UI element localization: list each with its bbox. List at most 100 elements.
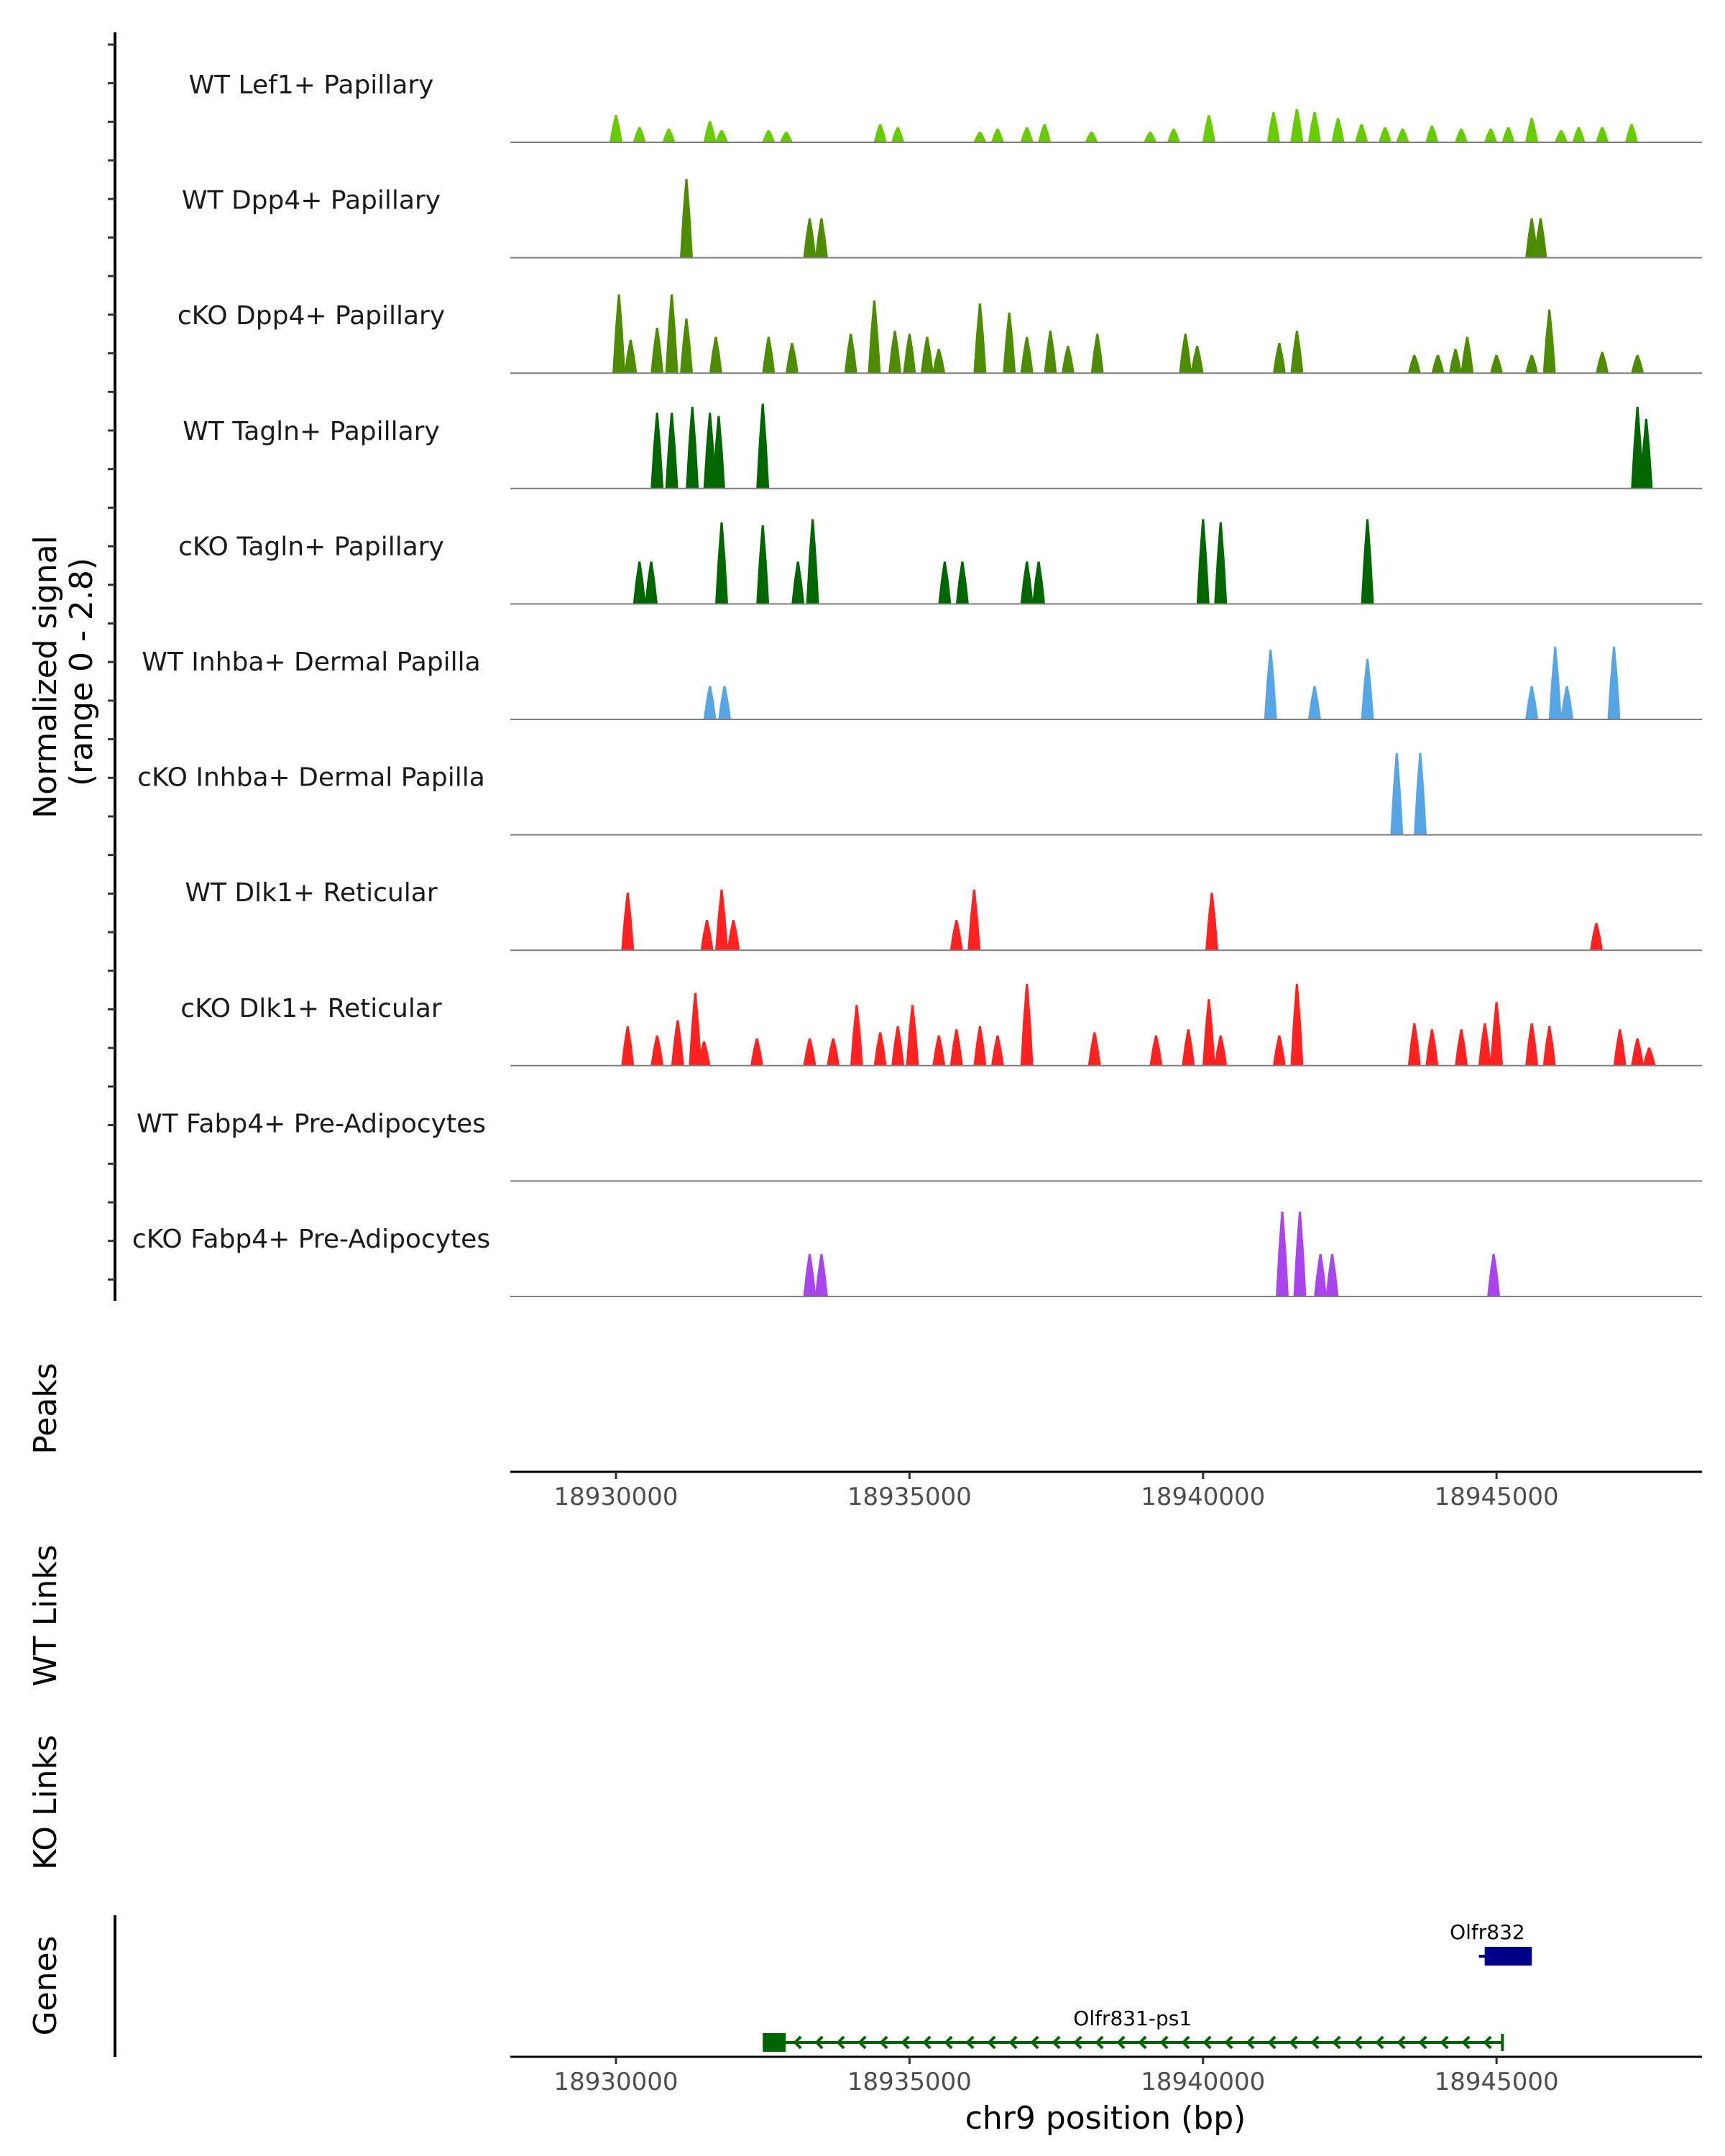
coverage-peak	[1596, 351, 1609, 374]
coverage-peak	[1407, 1023, 1421, 1066]
ko-links-panel-label: KO Links	[27, 1735, 64, 1870]
coverage-peak	[1390, 752, 1404, 835]
coverage-peak	[1202, 999, 1215, 1066]
track-cko-tagln-papillary: cKO Tagln+ Papillary	[178, 519, 1702, 605]
coverage-peak	[756, 525, 770, 604]
coverage-peak	[1379, 126, 1392, 142]
track-wt-tagln-papillary: WT Tagln+ Papillary	[183, 403, 1702, 489]
track-wt-lef1-papillary: WT Lef1+ Papillary	[189, 70, 1702, 143]
strand-arrow	[1418, 2035, 1427, 2050]
coverage-peak	[1631, 407, 1644, 489]
coverage-peak	[703, 686, 717, 719]
coverage-peak	[715, 889, 728, 951]
peaks-x-tick-label: 18935000	[847, 1483, 972, 1511]
peaks-x-tick-label: 18940000	[1141, 1483, 1265, 1511]
coverage-peak	[1205, 893, 1218, 951]
coverage-peak	[1639, 418, 1653, 489]
strand-arrow	[1138, 2035, 1147, 2050]
strand-arrow	[1246, 2035, 1255, 2050]
strand-arrow	[793, 2035, 802, 2050]
coverage-peak	[967, 889, 981, 951]
coverage-peak	[1179, 333, 1192, 374]
gene-label: Olfr831-ps1	[1073, 2007, 1192, 2030]
track-label: WT Inhba+ Dermal Papilla	[142, 648, 480, 677]
coverage-y-axis-title: Normalized signal (range 0 - 2.8)	[27, 525, 100, 819]
peaks-x-tick-label: 18930000	[553, 1483, 678, 1511]
coverage-peak	[1501, 126, 1515, 142]
coverage-peak	[973, 303, 987, 374]
coverage-peak	[1003, 312, 1016, 374]
coverage-peak	[621, 1026, 635, 1066]
coverage-peak	[938, 561, 952, 604]
coverage-peak	[1272, 1035, 1286, 1066]
coverage-peak	[844, 333, 857, 374]
coverage-peak	[1490, 1002, 1504, 1066]
coverage-peak	[1331, 118, 1345, 142]
coverage-peak	[1020, 561, 1034, 604]
coverage-peak	[920, 336, 934, 374]
coverage-peak	[1044, 331, 1057, 374]
coverage-peak	[1407, 354, 1421, 374]
coverage-peak	[873, 124, 887, 142]
coverage-peak	[750, 1038, 763, 1066]
coverage-peak	[621, 893, 635, 951]
coverage-y-ticks	[108, 43, 115, 1281]
coverage-peak	[873, 1032, 887, 1066]
strand-arrow	[1375, 2035, 1384, 2050]
coverage-peak	[624, 339, 638, 374]
coverage-peak	[1396, 129, 1409, 142]
coverage-peak	[632, 561, 646, 604]
strand-arrow	[1267, 2035, 1276, 2050]
coverage-peak	[1190, 346, 1204, 374]
coverage-peak	[1548, 646, 1562, 719]
coverage-peak	[1355, 124, 1368, 142]
track-label: WT Dpp4+ Papillary	[182, 186, 441, 216]
track-wt-fabp4-pre-adipocytes: WT Fabp4+ Pre-Adipocytes	[137, 1109, 1702, 1182]
strand-arrow	[879, 2035, 888, 2050]
coverage-peak	[827, 1038, 840, 1066]
coverage-peak	[1572, 126, 1586, 142]
track-cko-dpp4-papillary: cKO Dpp4+ Papillary	[178, 294, 1702, 374]
coverage-peak	[662, 129, 676, 142]
coverage-peak	[1290, 984, 1304, 1066]
gene-olfr832: Olfr832	[1450, 1920, 1532, 1966]
strand-arrow	[1095, 2035, 1104, 2050]
coverage-peak	[1542, 1026, 1556, 1066]
coverage-peak	[680, 179, 693, 258]
coverage-peak	[1266, 111, 1280, 142]
coverage-peak	[700, 920, 714, 951]
coverage-peak	[949, 1029, 963, 1066]
track-cko-dlk1-reticular: cKO Dlk1+ Reticular	[180, 984, 1702, 1067]
genes-x-tick-label: 18935000	[847, 2068, 972, 2096]
coverage-peak	[1144, 132, 1157, 142]
coverage-peak	[1020, 126, 1034, 142]
coverage-peak	[1425, 1029, 1439, 1066]
coverage-peak	[680, 318, 693, 374]
coverage-peak	[803, 1038, 816, 1066]
coverage-peak	[814, 218, 828, 258]
strand-arrow	[1224, 2035, 1233, 2050]
coverage-peak	[888, 331, 901, 374]
strand-arrow	[1116, 2035, 1126, 2050]
coverage-peak	[1596, 126, 1609, 142]
coverage-peak	[791, 561, 805, 604]
coverage-peak	[1361, 658, 1374, 719]
coverage-peak	[727, 920, 740, 951]
coverage-peak	[1607, 646, 1621, 719]
strand-arrow	[1008, 2035, 1018, 2050]
y-axis-title-line2: (range 0 - 2.8)	[63, 558, 100, 786]
gene-label: Olfr832	[1450, 1920, 1525, 1944]
coverage-peak	[1490, 354, 1504, 374]
coverage-peak	[1525, 686, 1539, 719]
coverage-peak	[1631, 1038, 1644, 1066]
coverage-peak	[973, 132, 987, 142]
track-cko-inhba-dermal-papilla: cKO Inhba+ Dermal Papilla	[137, 752, 1702, 836]
coverage-peak	[779, 132, 793, 142]
coverage-peak	[955, 561, 969, 604]
coverage-peak	[1455, 1029, 1468, 1066]
coverage-peak	[671, 1020, 684, 1066]
strand-arrow	[1310, 2035, 1320, 2050]
coverage-peak	[1020, 984, 1034, 1066]
track-label: WT Tagln+ Papillary	[183, 417, 440, 446]
